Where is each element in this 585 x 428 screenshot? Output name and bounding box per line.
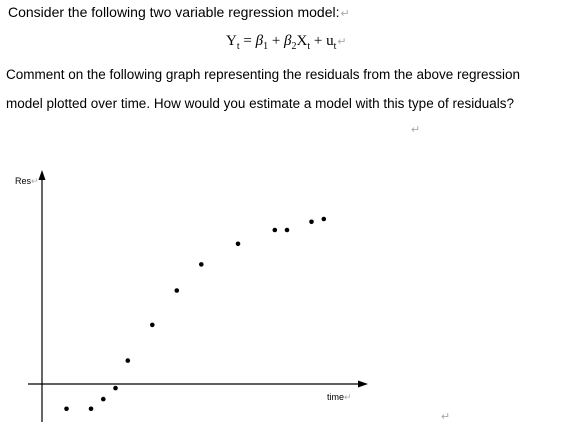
- eq-equals: =: [239, 33, 256, 49]
- y-axis-label: Res↵: [15, 176, 39, 186]
- eq-plus1: +: [268, 33, 285, 49]
- eq-beta1-sub: 1: [263, 41, 269, 52]
- data-point-6: [150, 322, 155, 328]
- data-point-2: [88, 406, 94, 412]
- data-points: [64, 216, 327, 412]
- eq-beta2-sub: 2: [291, 41, 297, 52]
- data-point-7: [174, 288, 180, 293]
- data-point-3: [101, 396, 106, 402]
- question-intro: Consider the following two variable regr…: [8, 4, 350, 20]
- data-point-9: [235, 241, 241, 247]
- data-point-12: [309, 219, 314, 225]
- paragraph-mark-icon: ↵: [441, 411, 451, 423]
- eq-lhs-sub: t: [236, 41, 240, 52]
- data-point-10: [272, 227, 278, 233]
- eq-u: u: [326, 33, 334, 49]
- data-point-1: [64, 406, 69, 412]
- eq-x-sub: t: [307, 41, 311, 52]
- data-point-4: [113, 385, 118, 391]
- data-point-5: [125, 358, 131, 363]
- eq-lhs: Y: [226, 33, 237, 49]
- data-point-13: [321, 216, 327, 222]
- data-point-11: [284, 227, 290, 233]
- eq-u-sub: t: [333, 41, 337, 52]
- eq-beta1: β: [255, 33, 264, 49]
- eq-beta2: β: [284, 33, 292, 49]
- eq-x: X: [296, 33, 308, 49]
- paragraph-mark-icon: ↵: [411, 124, 421, 136]
- data-point-8: [199, 262, 204, 267]
- paragraph-line-2: model plotted over time. How would you e…: [6, 96, 514, 111]
- question-intro-text: Consider the following two variable regr…: [8, 4, 340, 20]
- y-axis-arrow-icon: [38, 170, 46, 180]
- x-axis-arrow-icon: [358, 380, 368, 388]
- paragraph-line-1: Comment on the following graph represent…: [6, 67, 521, 82]
- paragraph-mark-icon: ↵: [337, 36, 347, 48]
- paragraph-mark-icon: ↵: [340, 8, 350, 20]
- x-axis-label: time↵: [327, 392, 352, 402]
- eq-plus2: +: [310, 33, 327, 49]
- regression-equation: Yt = β1 + β2Xt + ut↵: [226, 33, 347, 52]
